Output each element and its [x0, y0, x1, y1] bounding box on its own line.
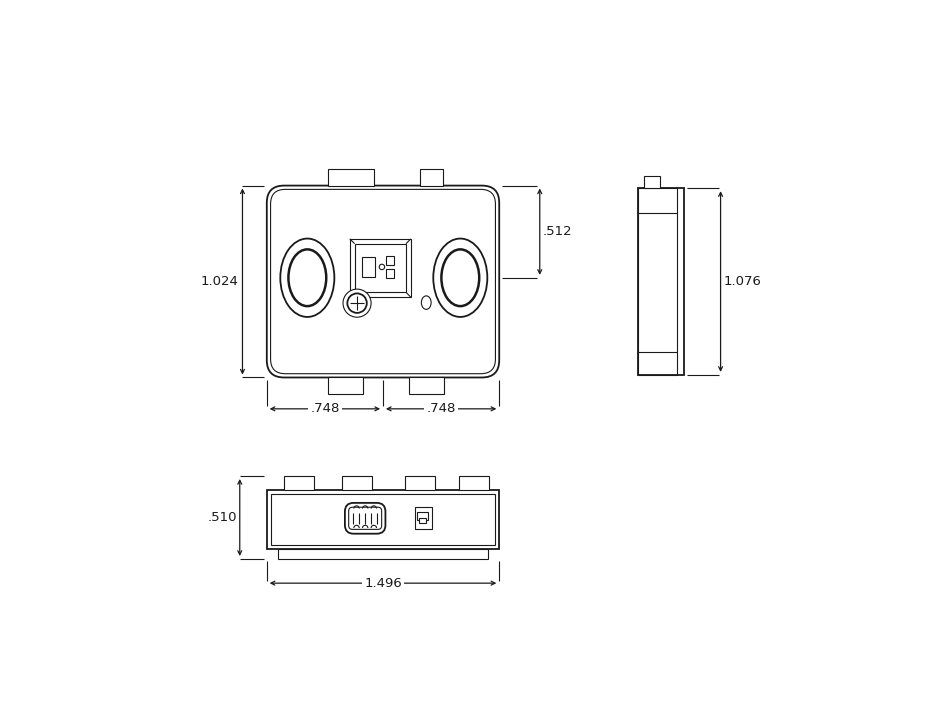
Text: .510: .510	[208, 511, 237, 524]
Bar	[638, 188, 676, 375]
Bar	[277, 549, 487, 559]
Ellipse shape	[288, 249, 326, 306]
Circle shape	[343, 289, 370, 317]
Bar	[386, 256, 394, 265]
Text: 1.496: 1.496	[364, 576, 402, 590]
Text: .512: .512	[542, 225, 571, 238]
Bar	[638, 188, 684, 375]
FancyBboxPatch shape	[348, 508, 381, 529]
Bar	[405, 476, 434, 490]
Text: .748: .748	[426, 402, 455, 416]
Bar	[354, 244, 406, 292]
Bar	[349, 239, 410, 297]
Bar	[416, 512, 428, 520]
Text: .748: .748	[310, 402, 339, 416]
Bar	[643, 176, 659, 188]
FancyBboxPatch shape	[267, 185, 499, 378]
Ellipse shape	[280, 239, 334, 317]
Bar	[284, 476, 314, 490]
Text: 1.024: 1.024	[200, 275, 238, 288]
Circle shape	[379, 264, 385, 270]
Bar	[419, 518, 426, 523]
Bar	[420, 169, 443, 185]
Bar	[386, 269, 394, 278]
Bar	[270, 494, 495, 545]
Bar	[342, 476, 371, 490]
Ellipse shape	[433, 239, 486, 317]
Circle shape	[347, 293, 367, 313]
Bar	[267, 490, 499, 549]
Ellipse shape	[421, 296, 430, 310]
Bar	[362, 257, 374, 277]
Bar	[408, 378, 444, 394]
Bar	[459, 476, 488, 490]
FancyBboxPatch shape	[345, 503, 385, 534]
Text: 1.076: 1.076	[724, 275, 761, 288]
Bar	[327, 169, 373, 185]
Ellipse shape	[441, 249, 479, 306]
Bar	[327, 378, 363, 394]
Bar	[415, 508, 431, 529]
